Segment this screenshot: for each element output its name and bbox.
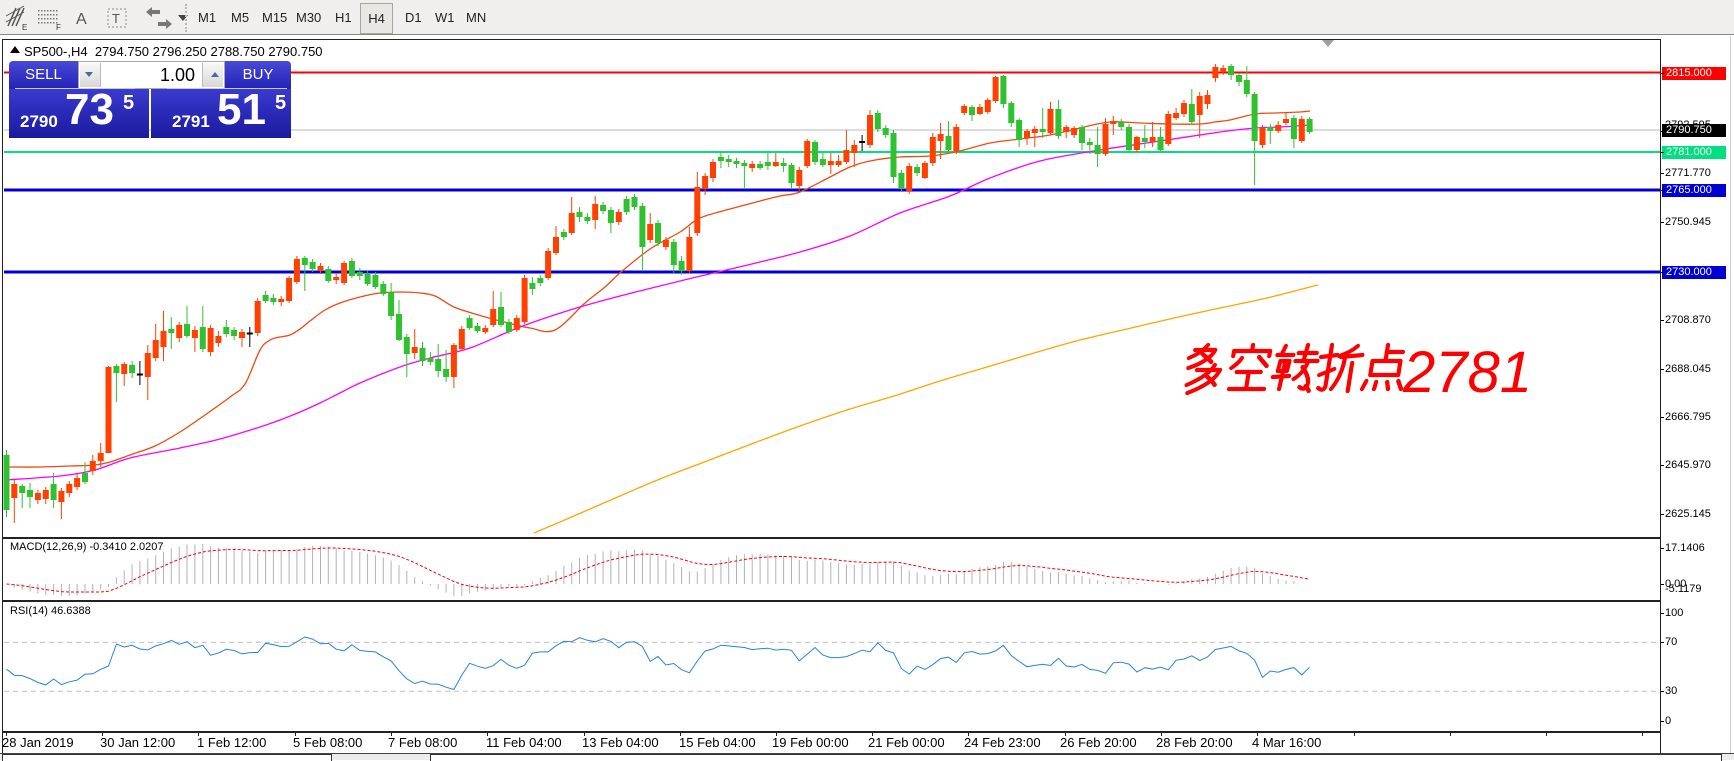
svg-text:F: F xyxy=(56,23,61,32)
svg-text:E: E xyxy=(22,23,27,32)
svg-text:A: A xyxy=(76,11,87,28)
svg-text:T: T xyxy=(112,11,120,26)
svg-text:2781: 2781 xyxy=(1402,340,1532,405)
